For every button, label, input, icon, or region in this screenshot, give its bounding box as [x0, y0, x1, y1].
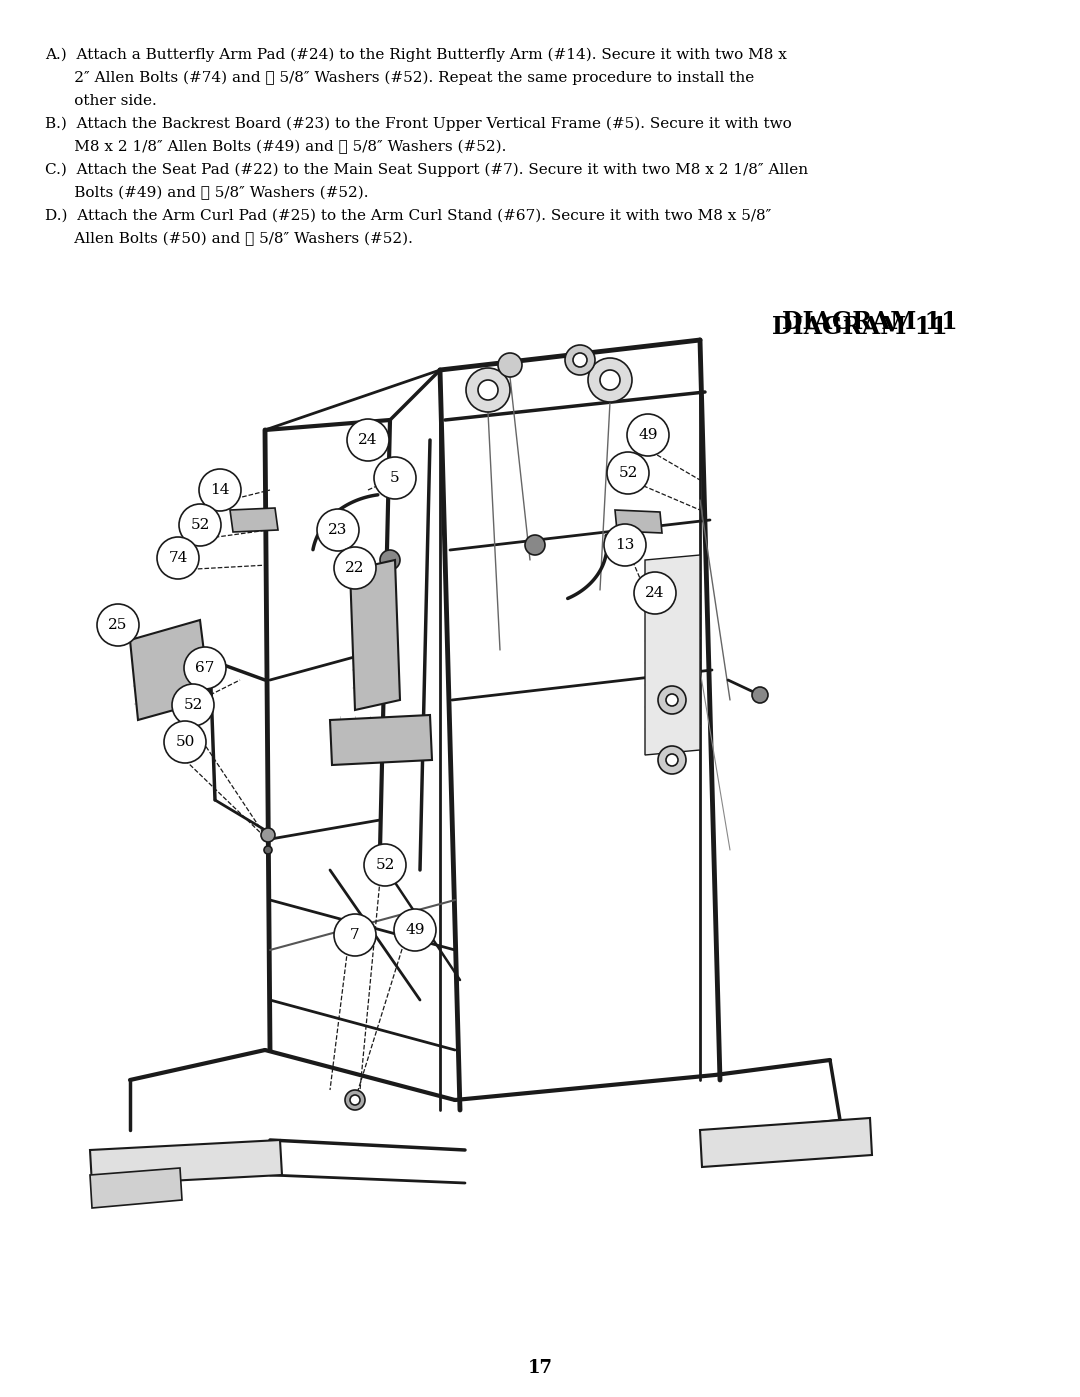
- Circle shape: [465, 367, 510, 412]
- Circle shape: [374, 457, 416, 499]
- Text: 49: 49: [638, 427, 658, 441]
- Text: 2″ Allen Bolts (#74) and ∅ 5/8″ Washers (#52). Repeat the same procedure to inst: 2″ Allen Bolts (#74) and ∅ 5/8″ Washers …: [45, 71, 754, 85]
- Circle shape: [318, 509, 359, 550]
- Polygon shape: [130, 620, 210, 719]
- Circle shape: [157, 536, 199, 578]
- Text: DIAGRAM 11: DIAGRAM 11: [782, 310, 958, 334]
- Text: M8 x 2 1/8″ Allen Bolts (#49) and ∅ 5/8″ Washers (#52).: M8 x 2 1/8″ Allen Bolts (#49) and ∅ 5/8″…: [45, 140, 507, 154]
- Circle shape: [627, 414, 669, 455]
- Circle shape: [565, 345, 595, 374]
- Circle shape: [184, 647, 226, 689]
- Circle shape: [347, 419, 389, 461]
- Text: DIAGRAM 11: DIAGRAM 11: [772, 314, 948, 339]
- Text: 24: 24: [645, 585, 665, 599]
- Circle shape: [525, 535, 545, 555]
- Text: 74: 74: [168, 550, 188, 564]
- Circle shape: [588, 358, 632, 402]
- Circle shape: [264, 847, 272, 854]
- Circle shape: [666, 694, 678, 705]
- Polygon shape: [90, 1140, 282, 1185]
- Text: 13: 13: [616, 538, 635, 552]
- Text: 25: 25: [108, 617, 127, 631]
- Circle shape: [658, 686, 686, 714]
- Text: 17: 17: [527, 1359, 553, 1377]
- Text: D.)  Attach the Arm Curl Pad (#25) to the Arm Curl Stand (#67). Secure it with t: D.) Attach the Arm Curl Pad (#25) to the…: [45, 210, 771, 224]
- Circle shape: [634, 571, 676, 615]
- Polygon shape: [350, 560, 400, 710]
- Text: Bolts (#49) and ∅ 5/8″ Washers (#52).: Bolts (#49) and ∅ 5/8″ Washers (#52).: [45, 186, 368, 200]
- Circle shape: [600, 370, 620, 390]
- Polygon shape: [645, 555, 700, 754]
- Circle shape: [394, 909, 436, 951]
- Text: 22: 22: [346, 562, 365, 576]
- Text: 52: 52: [376, 858, 394, 872]
- Circle shape: [666, 754, 678, 766]
- Circle shape: [199, 469, 241, 511]
- Circle shape: [607, 453, 649, 495]
- Text: 7: 7: [350, 928, 360, 942]
- Circle shape: [172, 685, 214, 726]
- Circle shape: [334, 548, 376, 590]
- Text: 5: 5: [390, 471, 400, 485]
- Circle shape: [604, 524, 646, 566]
- Text: 67: 67: [195, 661, 215, 675]
- Text: 14: 14: [211, 483, 230, 497]
- Circle shape: [364, 844, 406, 886]
- Circle shape: [658, 746, 686, 774]
- Text: Allen Bolts (#50) and ∅ 5/8″ Washers (#52).: Allen Bolts (#50) and ∅ 5/8″ Washers (#5…: [45, 232, 413, 246]
- Text: 52: 52: [619, 467, 637, 481]
- Text: C.)  Attach the Seat Pad (#22) to the Main Seat Support (#7). Secure it with two: C.) Attach the Seat Pad (#22) to the Mai…: [45, 163, 808, 177]
- Circle shape: [350, 1095, 360, 1105]
- Circle shape: [752, 687, 768, 703]
- Polygon shape: [230, 509, 278, 532]
- Circle shape: [261, 828, 275, 842]
- Circle shape: [573, 353, 588, 367]
- Text: A.)  Attach a Butterfly Arm Pad (#24) to the Right Butterfly Arm (#14). Secure i: A.) Attach a Butterfly Arm Pad (#24) to …: [45, 47, 787, 63]
- Text: 23: 23: [328, 522, 348, 536]
- Polygon shape: [330, 715, 432, 766]
- Circle shape: [478, 380, 498, 400]
- Polygon shape: [615, 510, 662, 534]
- Text: 50: 50: [175, 735, 194, 749]
- Circle shape: [334, 914, 376, 956]
- Circle shape: [164, 721, 206, 763]
- Polygon shape: [90, 1168, 183, 1208]
- Circle shape: [498, 353, 522, 377]
- Text: 24: 24: [359, 433, 378, 447]
- Text: other side.: other side.: [45, 94, 157, 108]
- Text: 49: 49: [405, 923, 424, 937]
- Circle shape: [345, 1090, 365, 1111]
- Circle shape: [97, 604, 139, 645]
- Polygon shape: [700, 1118, 872, 1166]
- Text: 52: 52: [184, 698, 203, 712]
- Circle shape: [380, 550, 400, 570]
- Text: B.)  Attach the Backrest Board (#23) to the Front Upper Vertical Frame (#5). Sec: B.) Attach the Backrest Board (#23) to t…: [45, 117, 792, 131]
- Text: 52: 52: [190, 518, 210, 532]
- Circle shape: [179, 504, 221, 546]
